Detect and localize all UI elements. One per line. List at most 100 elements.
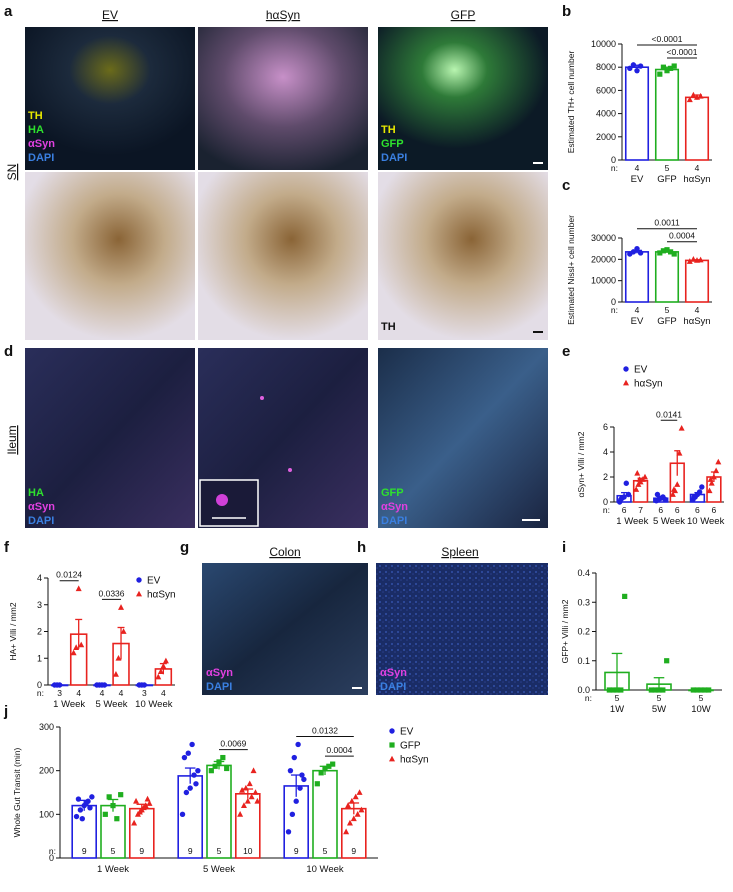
data-point bbox=[293, 798, 299, 804]
stain-label: αSyn bbox=[381, 501, 408, 513]
data-point bbox=[133, 797, 140, 804]
n-prefix: n: bbox=[611, 305, 618, 315]
data-point bbox=[289, 811, 296, 818]
y-axis-label: HA+ Villi / mm2 bbox=[8, 602, 18, 660]
n-label: 3 bbox=[57, 688, 62, 698]
n-label: 9 bbox=[294, 846, 299, 856]
n-label: 5 bbox=[699, 693, 704, 703]
x-tick-label: 1 Week bbox=[97, 864, 129, 875]
data-point bbox=[244, 797, 251, 804]
data-point bbox=[671, 63, 677, 69]
n-prefix: n: bbox=[603, 505, 610, 515]
data-point bbox=[157, 668, 164, 675]
stain-label: TH bbox=[381, 124, 396, 136]
x-tick-label: EV bbox=[631, 174, 644, 185]
stain-label: DAPI bbox=[380, 681, 406, 693]
n-label: 6 bbox=[658, 505, 663, 515]
data-point bbox=[314, 781, 320, 787]
n-label: 4 bbox=[635, 163, 640, 173]
data-point bbox=[706, 487, 713, 494]
legend-label: hαSyn bbox=[634, 379, 663, 390]
y-tick-label: 4000 bbox=[596, 109, 616, 119]
n-label: 6 bbox=[675, 505, 680, 515]
data-point bbox=[299, 772, 305, 778]
data-point bbox=[297, 785, 303, 791]
legend-marker bbox=[623, 379, 629, 386]
signal bbox=[260, 396, 264, 400]
n-label: 4 bbox=[100, 688, 105, 698]
panel-letter: i bbox=[562, 539, 566, 556]
data-point bbox=[664, 247, 670, 253]
p-value: <0.0001 bbox=[652, 34, 683, 44]
panel-letter: a bbox=[4, 3, 13, 20]
data-point bbox=[318, 770, 324, 776]
legend-marker bbox=[389, 755, 395, 762]
x-tick-label: GFP bbox=[657, 174, 677, 185]
data-point bbox=[618, 687, 624, 693]
data-point bbox=[698, 687, 704, 693]
legend-marker bbox=[136, 577, 142, 583]
stain-label: TH bbox=[381, 321, 396, 333]
data-point bbox=[622, 593, 628, 599]
data-point bbox=[155, 673, 162, 680]
data-point bbox=[670, 486, 677, 492]
n-label: 4 bbox=[695, 163, 700, 173]
n-label: 5 bbox=[615, 693, 620, 703]
data-point bbox=[633, 486, 640, 492]
data-point bbox=[239, 787, 246, 793]
data-point bbox=[189, 741, 195, 748]
data-point bbox=[220, 754, 226, 761]
data-point bbox=[252, 789, 259, 795]
x-tick-label: 10 Week bbox=[687, 516, 725, 527]
stain-label: DAPI bbox=[28, 152, 54, 164]
data-point bbox=[352, 793, 359, 800]
data-point bbox=[691, 494, 697, 500]
legend-label: EV bbox=[634, 365, 648, 376]
data-point bbox=[634, 469, 641, 476]
n-prefix: n: bbox=[49, 846, 56, 856]
data-point bbox=[618, 496, 624, 503]
bar bbox=[624, 251, 650, 303]
data-point bbox=[160, 662, 167, 669]
data-point bbox=[208, 768, 214, 774]
data-point bbox=[89, 794, 95, 800]
data-point bbox=[56, 682, 63, 688]
x-tick-label: 5 Week bbox=[203, 864, 235, 875]
data-point bbox=[676, 449, 683, 456]
data-point bbox=[630, 62, 637, 68]
data-point bbox=[110, 803, 116, 809]
stain-label: DAPI bbox=[206, 681, 232, 693]
y-tick-label: 0.3 bbox=[577, 597, 590, 607]
data-point bbox=[350, 815, 357, 822]
data-point bbox=[630, 249, 637, 255]
data-point bbox=[657, 71, 663, 77]
data-point bbox=[664, 68, 670, 74]
x-tick-label: hαSyn bbox=[683, 174, 710, 185]
y-tick-label: 1 bbox=[37, 653, 42, 663]
data-point bbox=[73, 813, 80, 820]
micrograph bbox=[25, 172, 195, 340]
micrograph bbox=[378, 27, 548, 170]
data-point bbox=[118, 604, 125, 610]
data-point bbox=[250, 767, 257, 774]
region-label: Ileum bbox=[5, 425, 19, 454]
data-point bbox=[668, 65, 674, 71]
data-point bbox=[181, 754, 188, 761]
n-label: 5 bbox=[111, 846, 116, 856]
micrograph bbox=[198, 27, 368, 170]
panel-letter: d bbox=[4, 343, 13, 360]
data-point bbox=[115, 654, 122, 661]
inset bbox=[199, 479, 259, 527]
y-tick-label: 2 bbox=[37, 627, 42, 637]
data-point bbox=[674, 481, 681, 487]
panel-letter: h bbox=[357, 539, 366, 556]
data-point bbox=[707, 476, 714, 482]
p-value: 0.0069 bbox=[220, 739, 246, 749]
data-point bbox=[627, 65, 633, 72]
column-label: EV bbox=[102, 8, 118, 22]
data-point bbox=[606, 687, 612, 693]
bar bbox=[684, 259, 710, 303]
column-label: hαSyn bbox=[266, 8, 300, 22]
data-point bbox=[212, 763, 218, 769]
stain-label: DAPI bbox=[28, 515, 54, 527]
